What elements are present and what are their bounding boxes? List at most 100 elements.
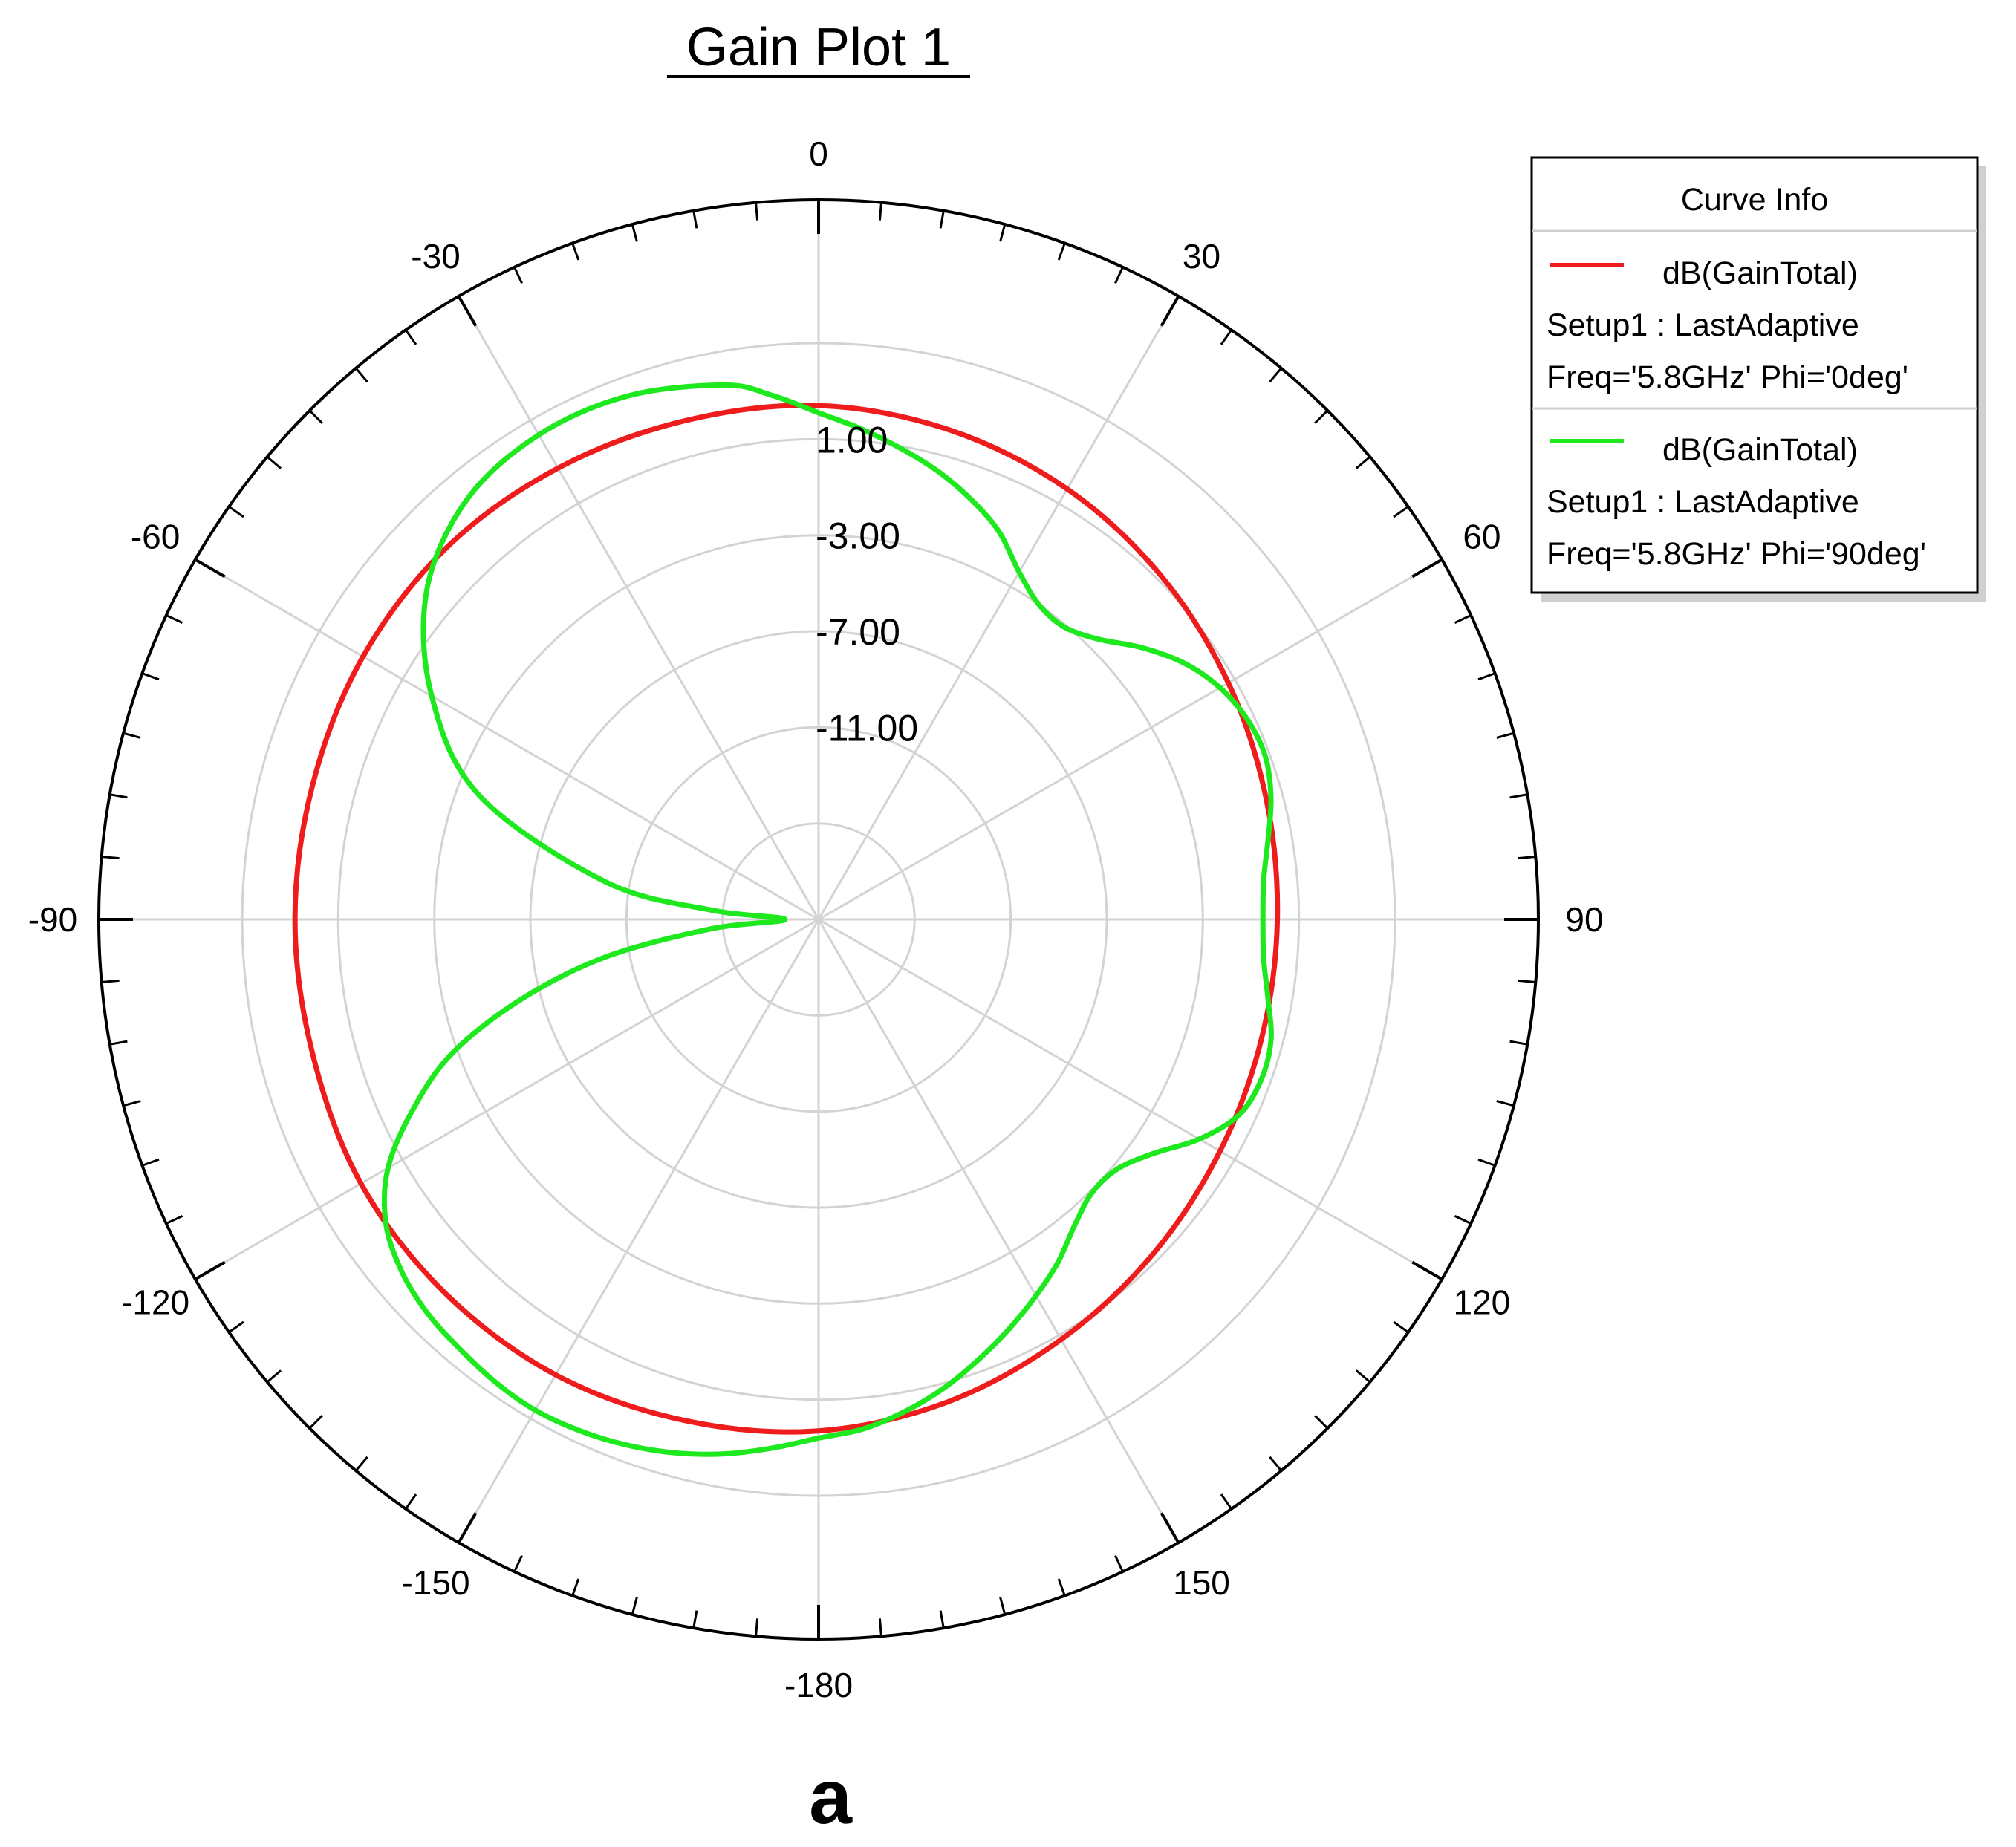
major-tick	[457, 295, 478, 327]
polar-labels: 0 30 60 90 120 150 -180 -150 -120 -90 -60 -30 1.00 -3…	[28, 134, 1604, 1704]
minor-tick	[631, 1597, 638, 1615]
minor-tick	[166, 614, 183, 624]
minor-tick	[1518, 979, 1536, 983]
minor-tick	[354, 367, 368, 383]
grid-spoke	[458, 296, 820, 920]
curve-phi-90deg	[381, 382, 1274, 1457]
minor-tick	[878, 1618, 882, 1637]
minor-tick	[1509, 793, 1528, 799]
minor-tick	[1057, 1578, 1066, 1597]
minor-tick	[939, 1610, 945, 1629]
minor-tick	[1355, 1369, 1371, 1384]
angle-tick-label: 60	[1463, 518, 1500, 556]
grid-spoke	[818, 918, 1443, 1280]
major-tick	[1411, 1260, 1443, 1281]
minor-tick	[1269, 367, 1283, 383]
minor-tick	[878, 202, 882, 221]
minor-tick	[1314, 1415, 1329, 1430]
angle-tick-label: -120	[121, 1283, 189, 1322]
minor-tick	[692, 210, 698, 229]
minor-tick	[266, 1369, 282, 1384]
panel-label: a	[809, 1754, 853, 1840]
minor-tick	[308, 409, 323, 424]
minor-tick	[141, 672, 160, 681]
minor-tick	[123, 732, 141, 739]
major-tick	[194, 558, 226, 579]
minor-tick	[123, 1100, 141, 1107]
polar-frame	[97, 198, 1540, 1641]
grid-spoke	[817, 296, 1180, 920]
minor-tick	[266, 455, 282, 469]
minor-tick	[308, 1415, 323, 1430]
angle-tick-label: -90	[28, 900, 77, 939]
major-tick	[1160, 295, 1180, 327]
minor-tick	[1220, 329, 1233, 345]
minor-tick	[1509, 1040, 1528, 1046]
minor-tick	[513, 1554, 523, 1572]
legend-entry-label: dB(GainTotal)	[1662, 255, 1858, 291]
angle-tick-label: 150	[1173, 1563, 1230, 1602]
radial-tick-label: 1.00	[816, 419, 888, 460]
legend-entry-setup: Setup1 : LastAdaptive	[1547, 307, 1859, 343]
minor-tick	[755, 202, 759, 221]
grid-spoke	[818, 558, 1443, 921]
minor-tick	[1496, 732, 1515, 739]
major-tick	[1160, 1512, 1180, 1544]
angle-tick-label: 30	[1183, 237, 1220, 276]
minor-tick	[1355, 455, 1371, 469]
minor-tick	[999, 1597, 1007, 1615]
minor-tick	[141, 1158, 160, 1167]
legend-title: Curve Info	[1681, 182, 1828, 218]
radial-tick-label: -3.00	[816, 515, 900, 557]
minor-tick	[939, 210, 945, 229]
minor-tick	[571, 1578, 580, 1597]
minor-tick	[999, 224, 1007, 242]
angle-tick-label: 90	[1565, 900, 1603, 939]
minor-tick	[101, 979, 120, 983]
curve-phi-0deg	[292, 403, 1281, 1435]
minor-tick	[513, 267, 523, 284]
minor-tick	[404, 329, 417, 345]
minor-tick	[1477, 672, 1496, 681]
angle-tick-label: -60	[131, 518, 180, 556]
angle-tick-label: -30	[411, 237, 460, 276]
minor-tick	[755, 1618, 759, 1637]
minor-tick	[1454, 1215, 1472, 1225]
minor-tick	[1454, 614, 1472, 624]
major-tick	[1411, 558, 1443, 579]
minor-tick	[1269, 1456, 1283, 1472]
angle-tick-label: -180	[784, 1666, 853, 1704]
minor-tick	[101, 856, 120, 860]
minor-tick	[1314, 409, 1329, 424]
minor-tick	[1114, 267, 1124, 284]
grid-spoke	[195, 558, 819, 921]
chart-title: Gain Plot 1	[686, 18, 951, 77]
minor-tick	[1114, 1554, 1124, 1572]
minor-tick	[1518, 856, 1536, 860]
minor-tick	[1057, 242, 1066, 261]
radial-tick-label: -7.00	[816, 611, 900, 653]
minor-tick	[109, 793, 128, 799]
legend-entry-params: Freq='5.8GHz' Phi='90deg'	[1547, 536, 1926, 572]
angle-tick-label: -150	[401, 1563, 469, 1602]
minor-tick	[109, 1040, 128, 1046]
minor-tick	[1220, 1493, 1233, 1510]
grid-spoke	[195, 918, 819, 1280]
minor-tick	[631, 224, 638, 242]
minor-tick	[166, 1215, 183, 1225]
legend: Curve Info dB(GainTotal) Setup1 : LastAd…	[1530, 156, 1986, 602]
major-tick	[457, 1512, 478, 1544]
legend-entry-label: dB(GainTotal)	[1662, 432, 1858, 468]
minor-tick	[1496, 1100, 1515, 1107]
minor-tick	[228, 1320, 244, 1334]
minor-tick	[692, 1610, 698, 1629]
major-tick	[194, 1260, 226, 1281]
minor-tick	[354, 1456, 368, 1472]
minor-tick	[228, 505, 244, 518]
grid-spoke	[817, 919, 1180, 1543]
grid-spoke	[458, 919, 820, 1543]
legend-entry-params: Freq='5.8GHz' Phi='0deg'	[1547, 359, 1908, 395]
minor-tick	[404, 1493, 417, 1510]
minor-tick	[571, 242, 580, 261]
